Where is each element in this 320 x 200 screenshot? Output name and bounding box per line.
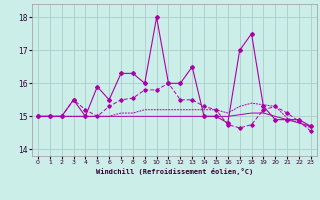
X-axis label: Windchill (Refroidissement éolien,°C): Windchill (Refroidissement éolien,°C) bbox=[96, 168, 253, 175]
